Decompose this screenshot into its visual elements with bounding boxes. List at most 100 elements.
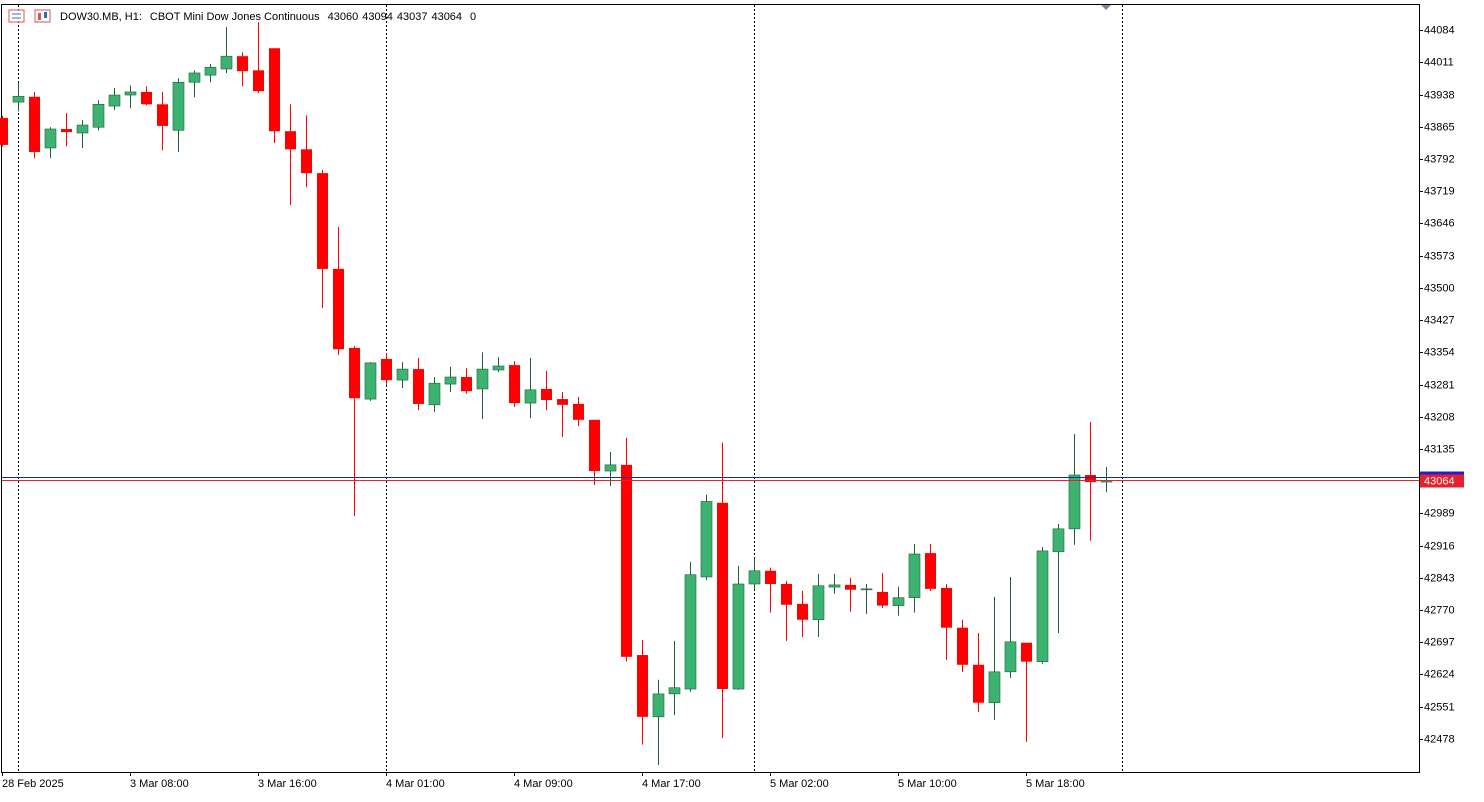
candle-body bbox=[732, 583, 745, 690]
icon[interactable] bbox=[34, 9, 51, 23]
candle-body bbox=[92, 103, 105, 128]
y-tick-label: 42843 bbox=[1424, 572, 1455, 584]
candle-body bbox=[108, 94, 121, 107]
open-value: 43060 bbox=[328, 11, 359, 23]
y-tick-label: 42916 bbox=[1424, 540, 1455, 552]
x-tick-label: 4 Mar 09:00 bbox=[514, 778, 573, 790]
shift-marker[interactable] bbox=[1101, 5, 1111, 10]
candle-body bbox=[253, 70, 264, 92]
candle-body bbox=[1085, 474, 1096, 483]
x-tick-label: 4 Mar 01:00 bbox=[386, 778, 445, 790]
candle-body bbox=[333, 268, 344, 350]
candle-body bbox=[589, 419, 600, 472]
y-tick-label: 44084 bbox=[1424, 24, 1455, 36]
y-tick-label: 43792 bbox=[1424, 153, 1455, 165]
y-tick-label: 43427 bbox=[1424, 314, 1455, 326]
y-tick-label: 43281 bbox=[1424, 379, 1455, 391]
candle-body bbox=[877, 591, 888, 606]
candle-body bbox=[12, 96, 25, 103]
candle-body bbox=[892, 597, 905, 606]
candle-body bbox=[828, 584, 841, 588]
y-tick-label: 43500 bbox=[1424, 282, 1455, 294]
candle-body bbox=[812, 585, 825, 621]
candle-body bbox=[860, 588, 873, 591]
candle-body bbox=[285, 131, 296, 150]
candle-body bbox=[476, 368, 489, 390]
y-tick-label: 42770 bbox=[1424, 604, 1455, 616]
candle-body bbox=[604, 464, 617, 472]
candle-body bbox=[973, 664, 984, 703]
icon[interactable] bbox=[8, 9, 25, 23]
icon-bar bbox=[44, 12, 47, 18]
candle-body bbox=[781, 584, 792, 605]
y-tick-label: 42551 bbox=[1424, 701, 1455, 713]
candle-body bbox=[700, 501, 713, 578]
candle-body bbox=[44, 128, 57, 149]
candle-body bbox=[461, 377, 472, 392]
x-tick-label: 5 Mar 02:00 bbox=[770, 778, 829, 790]
candle-body bbox=[941, 587, 952, 628]
candle-body bbox=[1052, 528, 1065, 553]
price-label: 43064 bbox=[1424, 475, 1455, 487]
y-tick-label: 43938 bbox=[1424, 89, 1455, 101]
candle-body bbox=[237, 56, 248, 72]
candle-body bbox=[637, 655, 648, 717]
ask-label-box bbox=[1420, 471, 1464, 477]
candle-body bbox=[157, 104, 168, 126]
candle-body bbox=[908, 553, 921, 598]
candle-body bbox=[573, 403, 584, 420]
candle-body bbox=[1021, 642, 1032, 662]
candle-body bbox=[668, 687, 681, 695]
candle-body bbox=[988, 671, 1001, 704]
price-label-box bbox=[1420, 474, 1464, 488]
candle-body bbox=[684, 574, 697, 690]
candle-body bbox=[797, 603, 808, 620]
candle-body bbox=[172, 81, 185, 131]
y-tick-label: 43135 bbox=[1424, 443, 1455, 455]
candle-body bbox=[925, 553, 936, 589]
candle-body bbox=[492, 365, 505, 371]
x-tick-label: 5 Mar 18:00 bbox=[1026, 778, 1085, 790]
candle-body bbox=[557, 399, 568, 405]
candle-body bbox=[765, 570, 776, 585]
y-tick-label: 43646 bbox=[1424, 217, 1455, 229]
x-tick-label: 5 Mar 10:00 bbox=[898, 778, 957, 790]
y-tick-label: 44011 bbox=[1424, 56, 1454, 68]
symbol: DOW30.MB, H1: bbox=[60, 11, 142, 23]
candle-body bbox=[1004, 641, 1017, 673]
candle-body bbox=[269, 48, 280, 132]
candle-body bbox=[524, 389, 537, 404]
y-tick-label: 42624 bbox=[1424, 668, 1455, 680]
candle-body bbox=[124, 91, 137, 96]
candle-body bbox=[748, 570, 761, 585]
candle-body bbox=[204, 66, 217, 76]
plot-frame bbox=[1, 4, 1420, 773]
x-tick-label: 3 Mar 16:00 bbox=[258, 778, 317, 790]
candle-body bbox=[76, 124, 89, 134]
candle-body bbox=[413, 369, 424, 404]
candle-body bbox=[957, 627, 968, 665]
header-icons bbox=[8, 9, 51, 23]
candle-body bbox=[621, 464, 632, 657]
high-value: 43094 bbox=[362, 11, 393, 23]
low-value: 43037 bbox=[397, 11, 428, 23]
candle-body bbox=[652, 693, 665, 718]
candle-body bbox=[364, 362, 377, 400]
candle-body bbox=[61, 129, 72, 133]
y-tick-label: 42478 bbox=[1424, 733, 1455, 745]
y-tick-label: 43354 bbox=[1424, 346, 1455, 358]
candle-body bbox=[428, 382, 441, 406]
y-tick-label: 42697 bbox=[1424, 636, 1455, 648]
header: DOW30.MB, H1: CBOT Mini Dow Jones Continu… bbox=[60, 11, 476, 23]
spread: 0 bbox=[470, 11, 476, 23]
x-tick-label: 28 Feb 2025 bbox=[2, 778, 64, 790]
candle-body bbox=[381, 358, 392, 381]
candle-body bbox=[29, 96, 40, 152]
y-tick-label: 43208 bbox=[1424, 411, 1455, 423]
candle-body bbox=[317, 173, 328, 269]
candle-body bbox=[301, 149, 312, 174]
y-tick-label: 42989 bbox=[1424, 507, 1455, 519]
candle-body bbox=[188, 72, 201, 83]
candle-body bbox=[349, 347, 360, 399]
